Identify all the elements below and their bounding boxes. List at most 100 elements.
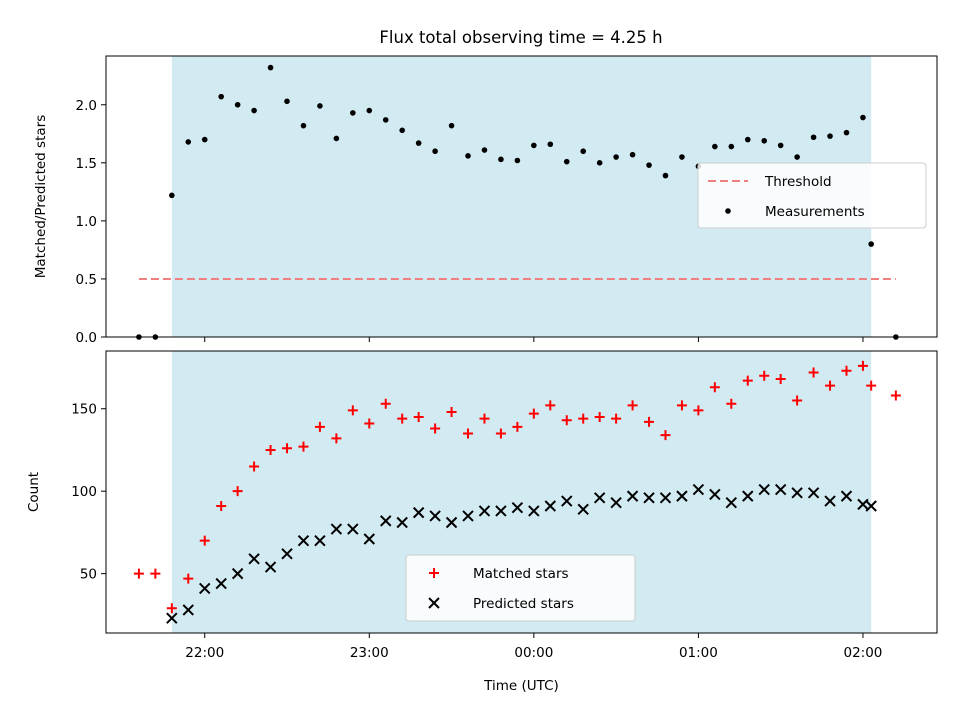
matched-star-point — [528, 408, 539, 419]
measurement-point — [629, 151, 636, 158]
matched-star-point — [857, 360, 868, 371]
measurement-point — [201, 136, 208, 143]
measurement-point — [514, 157, 521, 164]
predicted-star-point — [182, 604, 194, 616]
matched-star-point — [166, 603, 177, 614]
predicted-star-point — [774, 483, 787, 496]
predicted-star-point — [791, 487, 803, 499]
matched-star-point — [314, 421, 325, 432]
measurement-point — [580, 148, 587, 155]
measurement-point — [481, 147, 488, 153]
predicted-star-point — [347, 523, 359, 535]
measurement-point — [547, 141, 554, 148]
measurement-point — [300, 122, 307, 129]
x-tick-label: 23:00 — [350, 645, 389, 661]
predicted-star-point — [807, 487, 820, 499]
matched-star-point — [183, 573, 194, 584]
predicted-star-point — [511, 501, 524, 514]
predicted-star-point — [380, 515, 392, 527]
matched-star-point — [479, 413, 490, 424]
predicted-star-point — [396, 516, 408, 529]
measurement-point — [432, 148, 438, 155]
legend: Threshold Measurements — [697, 162, 927, 229]
legend-predicted-swatch — [428, 597, 440, 609]
predicted-star-point — [659, 492, 672, 504]
matched-star-point — [627, 400, 638, 411]
predicted-star-point — [166, 612, 178, 624]
measurement-point — [662, 172, 669, 179]
measurement-point — [218, 93, 224, 100]
measurement-point — [868, 241, 874, 247]
measurement-point — [843, 129, 850, 136]
measurement-point — [744, 136, 751, 143]
y-tick-label: 2.0 — [76, 98, 97, 114]
predicted-star-point — [528, 505, 540, 517]
legend-threshold-label: Threshold — [764, 174, 832, 190]
predicted-star-point — [544, 500, 557, 512]
measurement-point — [728, 143, 735, 150]
predicted-star-point — [742, 490, 754, 502]
predicted-star-point — [314, 534, 326, 547]
matched-star-point — [775, 374, 786, 385]
predicted-star-point — [643, 492, 655, 504]
predicted-star-point — [561, 495, 573, 507]
matched-star-point — [265, 444, 276, 455]
matched-star-point — [331, 433, 342, 444]
matched-star-point — [578, 413, 589, 424]
predicted-star-point — [865, 500, 877, 512]
measurement-point — [415, 140, 422, 146]
measurement-point — [777, 142, 784, 149]
predicted-star-point — [495, 505, 507, 517]
matched-star-point — [380, 398, 391, 409]
measurement-point — [498, 156, 504, 163]
measurement-point — [382, 117, 389, 123]
measurement-point — [366, 107, 373, 114]
matched-star-point — [545, 400, 556, 411]
predicted-star-point — [676, 490, 688, 502]
predicted-star-point — [445, 516, 458, 529]
predicted-star-point — [824, 495, 836, 507]
predicted-star-point — [264, 561, 277, 573]
ratio-panel: 0.0 0.5 1.0 1.5 2.0 Matched/Predicted stars Th… — [33, 55, 938, 346]
predicted-star-point — [231, 567, 244, 580]
matched-star-point — [759, 370, 770, 381]
matched-star-point — [216, 501, 227, 512]
matched-star-point — [825, 380, 836, 391]
legend-box — [405, 554, 636, 622]
predicted-star-point — [248, 553, 260, 565]
measurement-point — [284, 98, 290, 105]
count-panel: 50 100 150 22:00 23:00 00:00 01:00 02:00 Count Ti… — [26, 350, 938, 694]
matched-star-point — [611, 413, 622, 424]
y-tick-label: 0.0 — [76, 330, 97, 346]
predicted-star-point — [478, 505, 491, 517]
measurement-point — [679, 154, 685, 160]
legend-matched-label: Matched stars — [473, 566, 569, 582]
predicted-star-point — [429, 510, 441, 522]
measurement-point — [613, 154, 619, 160]
measurement-point — [267, 64, 274, 71]
axes-frame — [105, 55, 938, 338]
matched-star-point — [133, 568, 144, 579]
predicted-star-point — [709, 488, 721, 501]
predicted-star-point — [610, 497, 622, 509]
y-tick-label: 1.5 — [76, 156, 97, 172]
matched-star-point — [693, 405, 704, 416]
measurement-point — [350, 110, 356, 116]
y-axis-label: Count — [26, 472, 42, 512]
matched-star-point — [841, 365, 852, 376]
predicted-star-point — [840, 490, 853, 502]
legend-measurements-swatch — [725, 208, 731, 214]
axes-frame — [105, 350, 938, 634]
measurement-point — [596, 160, 603, 166]
x-tick-label: 00:00 — [514, 645, 553, 661]
measurement-point — [563, 158, 570, 165]
measurement-point — [333, 135, 340, 142]
measurement-point — [646, 162, 652, 168]
figure-title: Flux total observing time = 4.25 h — [379, 28, 662, 47]
x-tick-label: 02:00 — [843, 645, 882, 661]
matched-star-point — [495, 428, 506, 439]
x-axis-label: Time (UTC) — [483, 678, 559, 694]
legend-matched-swatch — [429, 568, 439, 578]
matched-star-point — [463, 428, 474, 439]
